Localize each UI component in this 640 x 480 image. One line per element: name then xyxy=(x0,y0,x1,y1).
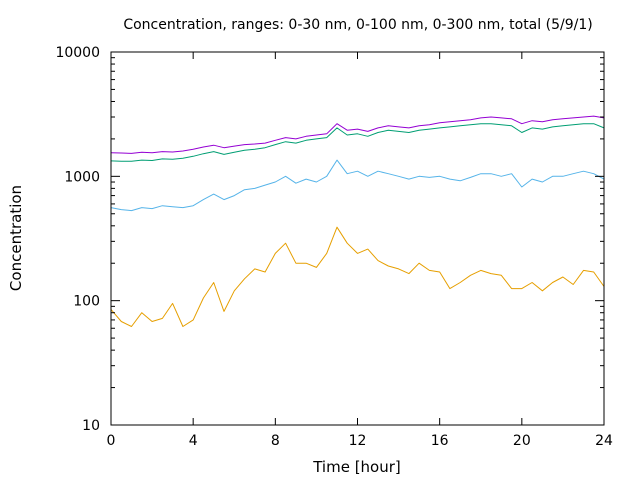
x-tick-label: 4 xyxy=(189,433,198,449)
y-axis-label: Concentration xyxy=(7,185,25,291)
x-tick-label: 24 xyxy=(595,433,613,449)
x-tick-label: 0 xyxy=(107,433,116,449)
y-tick-label: 1000 xyxy=(64,169,100,185)
x-tick-label: 20 xyxy=(513,433,531,449)
plot-frame xyxy=(110,51,605,426)
series-line-1 xyxy=(110,115,605,154)
series-line-4 xyxy=(110,226,605,327)
y-tick-label: 10 xyxy=(82,418,100,434)
x-tick-label: 8 xyxy=(271,433,280,449)
plot-area xyxy=(110,115,605,327)
x-tick-label: 16 xyxy=(431,433,449,449)
y-tick-label: 100 xyxy=(73,294,100,310)
y-tick-label: 10000 xyxy=(55,45,100,61)
x-axis-label: Time [hour] xyxy=(312,458,401,476)
series-line-2 xyxy=(110,123,605,162)
chart-title: Concentration, ranges: 0-30 nm, 0-100 nm… xyxy=(123,17,592,33)
x-tick-labels: 0 4 8 12 16 20 24 xyxy=(107,433,613,449)
axis-ticks xyxy=(110,51,605,426)
series-line-3 xyxy=(110,159,605,212)
x-tick-label: 12 xyxy=(349,433,367,449)
y-tick-labels: 10 100 1000 10000 xyxy=(55,45,100,434)
